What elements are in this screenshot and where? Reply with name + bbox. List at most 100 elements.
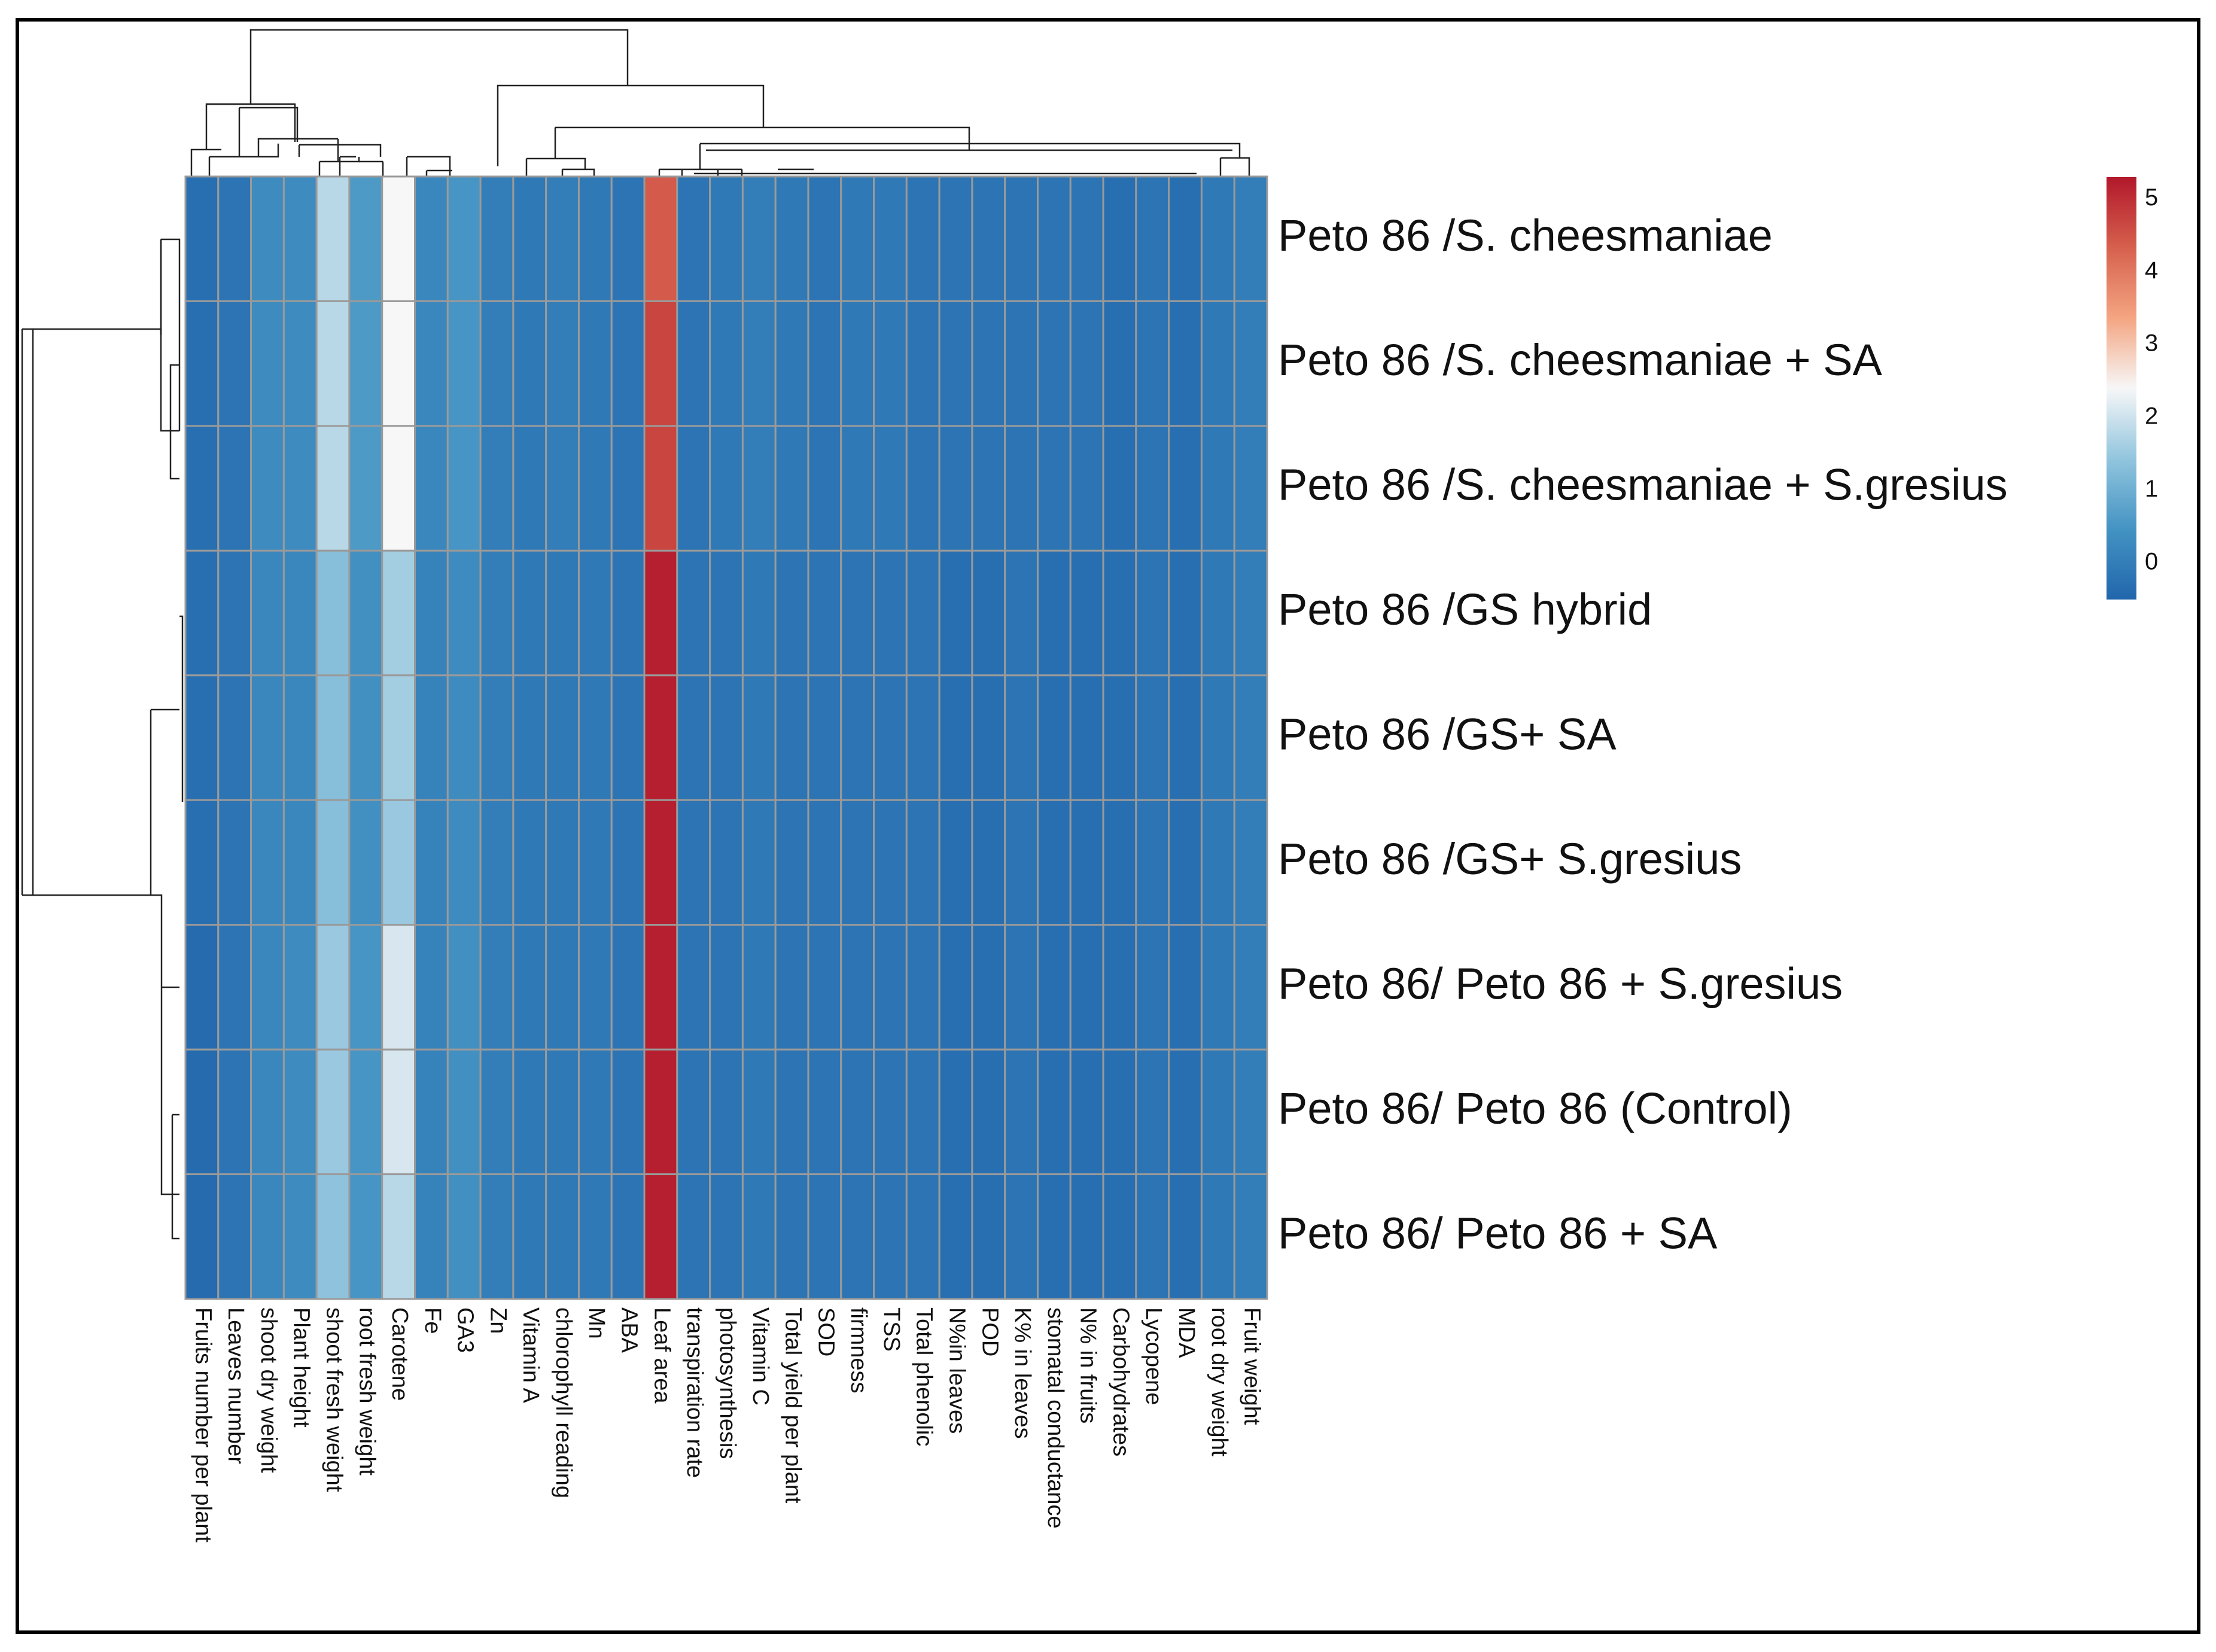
- heatmap-cell: [905, 1173, 940, 1300]
- heatmap-cell: [807, 1173, 842, 1300]
- heatmap-cell: [1069, 425, 1104, 552]
- heatmap-cell: [807, 674, 842, 801]
- heatmap-cell: [676, 924, 711, 1051]
- heatmap-cell: [676, 674, 711, 801]
- heatmap-cell: [643, 425, 678, 552]
- heatmap-cell: [971, 425, 1006, 552]
- heatmap-cell: [446, 674, 482, 801]
- heatmap-cell: [184, 1173, 220, 1300]
- heatmap-cell: [545, 175, 580, 302]
- heatmap-cell: [1168, 300, 1203, 427]
- column-label: shoot dry weight: [256, 1307, 281, 1473]
- heatmap-cell: [414, 674, 449, 801]
- heatmap-cell: [479, 924, 515, 1051]
- heatmap-cell: [1233, 799, 1268, 926]
- heatmap-cell: [905, 300, 940, 427]
- heatmap-cell: [250, 674, 285, 801]
- row-label: Peto 86 /S. cheesmaniae + S.gresius: [1278, 460, 2008, 510]
- column-label: GA3: [453, 1307, 478, 1353]
- heatmap-cell: [774, 799, 809, 926]
- heatmap-cell: [446, 1173, 482, 1300]
- heatmap-cell: [1200, 1048, 1235, 1176]
- heatmap-cell: [938, 924, 973, 1051]
- heatmap-cell: [184, 549, 220, 677]
- heatmap-cell: [741, 175, 777, 302]
- column-label: Mn: [584, 1307, 609, 1339]
- heatmap-cell: [446, 425, 482, 552]
- heatmap-cell: [381, 175, 416, 302]
- column-label: N%in leaves: [944, 1307, 969, 1434]
- heatmap-cell: [741, 924, 777, 1051]
- heatmap-cell: [676, 549, 711, 677]
- row-label: Peto 86 /GS+ SA: [1278, 710, 1617, 759]
- heatmap-cell: [479, 799, 515, 926]
- heatmap-cell: [709, 1173, 744, 1300]
- heatmap-cell: [840, 549, 875, 677]
- heatmap-cell: [1135, 300, 1170, 427]
- heatmap-cell: [807, 549, 842, 677]
- heatmap-cell: [938, 300, 973, 427]
- heatmap-cell: [741, 549, 777, 677]
- row-label: Peto 86 /GS hybrid: [1278, 585, 1652, 634]
- heatmap-cell: [905, 924, 940, 1051]
- heatmap-cell: [381, 300, 416, 427]
- heatmap-cell: [381, 1173, 416, 1300]
- heatmap-cell: [545, 924, 580, 1051]
- heatmap-cell: [1168, 425, 1203, 552]
- column-labels: Fruits number per plant Leaves number shoo…: [190, 1307, 1264, 1543]
- heatmap-cell: [643, 674, 678, 801]
- heatmap-cell: [545, 1173, 580, 1300]
- row-labels: Peto 86 /S. cheesmaniae Peto 86 /S. chees…: [1278, 211, 2008, 1258]
- heatmap-cell: [1036, 300, 1072, 427]
- heatmap-cell: [315, 1048, 351, 1176]
- heatmap-cell: [381, 1048, 416, 1176]
- column-dendrogram: [190, 29, 1250, 177]
- heatmap-cell: [512, 799, 547, 926]
- heatmap-cell: [840, 1173, 875, 1300]
- heatmap-cell: [348, 1173, 383, 1300]
- heatmap-cell: [971, 175, 1006, 302]
- heatmap-cell: [512, 674, 547, 801]
- heatmap-cell: [348, 300, 383, 427]
- heatmap-cell: [315, 1173, 351, 1300]
- heatmap-cell: [840, 300, 875, 427]
- heatmap-cell: [348, 674, 383, 801]
- heatmap-cell: [512, 1048, 547, 1176]
- heatmap-cell: [741, 1048, 777, 1176]
- heatmap-cell: [184, 300, 220, 427]
- heatmap-cell: [709, 425, 744, 552]
- heatmap-cell: [610, 799, 646, 926]
- heatmap-cell: [643, 300, 678, 427]
- heatmap-cell: [971, 1173, 1006, 1300]
- heatmap-cell: [1004, 1048, 1039, 1176]
- heatmap-cell: [938, 549, 973, 677]
- legend-tick-label: 2: [2145, 403, 2158, 429]
- heatmap-cell: [643, 549, 678, 677]
- row-label: Peto 86 /S. cheesmaniae: [1278, 211, 1773, 260]
- heatmap-cell: [282, 300, 318, 427]
- heatmap-cell: [873, 1048, 908, 1176]
- heatmap-cell: [577, 549, 613, 677]
- heatmap-cell: [741, 1173, 777, 1300]
- heatmap-cell: [1135, 674, 1170, 801]
- color-legend: 0 1 2 3 4 5: [2107, 177, 2158, 600]
- heatmap-cell: [250, 425, 285, 552]
- heatmap-cell: [545, 549, 580, 677]
- heatmap-cell: [348, 924, 383, 1051]
- color-legend-bar: [2107, 177, 2136, 600]
- heatmap-cell: [1102, 674, 1137, 801]
- column-label: root dry weight: [1207, 1307, 1232, 1457]
- heatmap-cell: [1069, 549, 1104, 677]
- heatmap-cell: [709, 175, 744, 302]
- heatmap-cell: [381, 924, 416, 1051]
- heatmap-cell: [184, 425, 220, 552]
- heatmap-cell: [643, 924, 678, 1051]
- heatmap-cell: [905, 175, 940, 302]
- heatmap-cell: [938, 1048, 973, 1176]
- heatmap-cell: [774, 924, 809, 1051]
- heatmap-cell: [1200, 425, 1235, 552]
- heatmap-cell: [643, 1048, 678, 1176]
- heatmap-cell: [873, 425, 908, 552]
- heatmap-cell: [1102, 425, 1137, 552]
